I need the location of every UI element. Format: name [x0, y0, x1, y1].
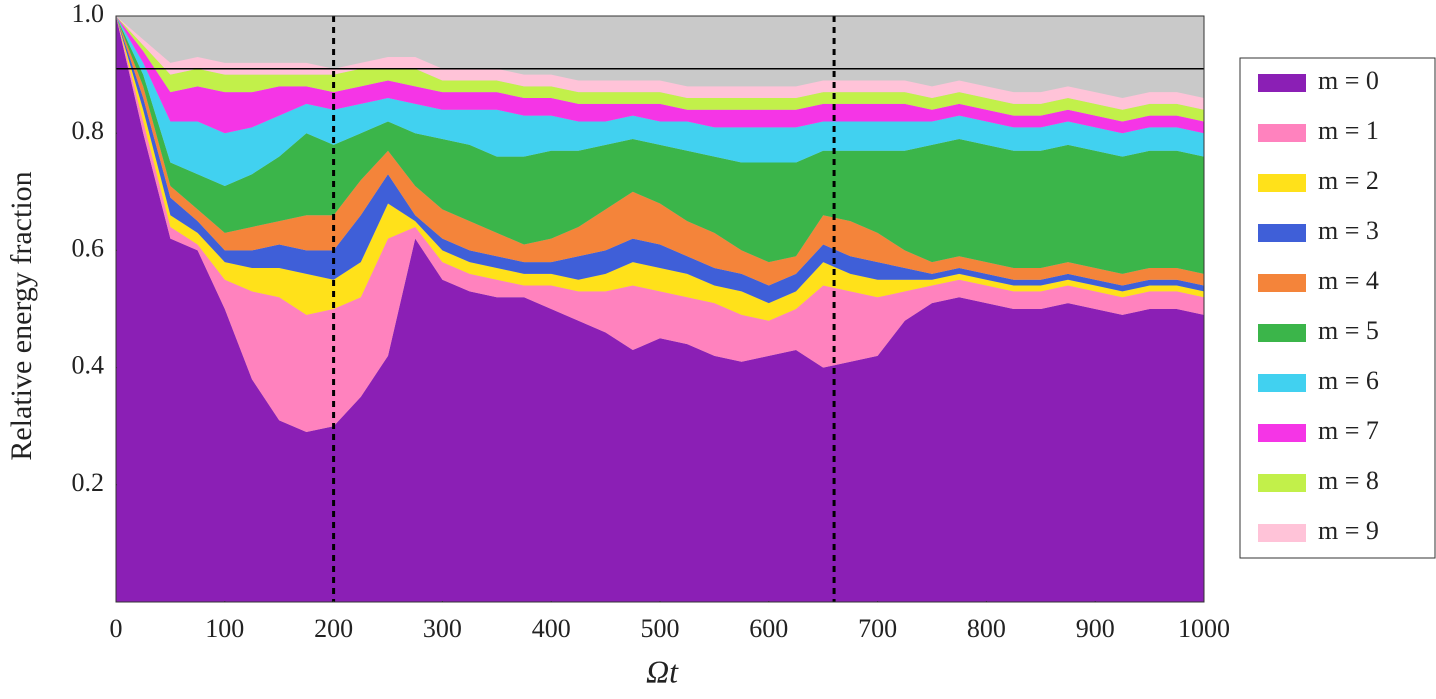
legend-swatch: [1258, 74, 1306, 92]
legend-swatch: [1258, 324, 1306, 342]
area: [116, 16, 1204, 186]
y-tick-label: 0.2: [72, 468, 105, 497]
y-tick-label: 0.8: [72, 116, 105, 145]
legend-swatch: [1258, 374, 1306, 392]
y-tick-label: 0.6: [72, 233, 105, 262]
area: [116, 16, 1204, 304]
legend-swatch: [1258, 124, 1306, 142]
legend-label: m = 1: [1318, 116, 1379, 145]
legend-label: m = 4: [1318, 266, 1379, 295]
x-tick-label: 400: [532, 614, 571, 643]
legend-label: m = 0: [1318, 66, 1379, 95]
x-tick-label: 800: [967, 614, 1006, 643]
x-tick-label: 700: [858, 614, 897, 643]
area: [116, 16, 1204, 321]
legend-label: m = 7: [1318, 416, 1379, 445]
x-axis-title: Ωt: [646, 653, 679, 689]
area: [116, 16, 1204, 122]
legend-swatch: [1258, 224, 1306, 242]
x-tick-label: 0: [110, 614, 123, 643]
area: [116, 16, 1204, 433]
legend-label: m = 8: [1318, 466, 1379, 495]
x-tick-label: 1000: [1178, 614, 1230, 643]
area: [116, 16, 1204, 602]
area: [116, 16, 1204, 134]
legend-label: m = 3: [1318, 216, 1379, 245]
x-tick-label: 100: [205, 614, 244, 643]
legend-swatch: [1258, 274, 1306, 292]
y-tick-label: 1.0: [72, 0, 105, 28]
legend-swatch: [1258, 524, 1306, 542]
y-tick-label: 0.4: [72, 351, 105, 380]
legend-label: m = 2: [1318, 166, 1379, 195]
x-tick-label: 300: [423, 614, 462, 643]
legend-swatch: [1258, 474, 1306, 492]
x-tick-label: 600: [749, 614, 788, 643]
x-tick-label: 200: [314, 614, 353, 643]
legend-label: m = 5: [1318, 316, 1379, 345]
area: [116, 16, 1204, 110]
legend-swatch: [1258, 174, 1306, 192]
legend-swatch: [1258, 424, 1306, 442]
y-axis-title: Relative energy fraction: [5, 171, 38, 460]
x-tick-label: 500: [641, 614, 680, 643]
x-tick-label: 900: [1076, 614, 1115, 643]
legend-label: m = 9: [1318, 516, 1379, 545]
legend-label: m = 6: [1318, 366, 1379, 395]
area: [116, 16, 1204, 286]
